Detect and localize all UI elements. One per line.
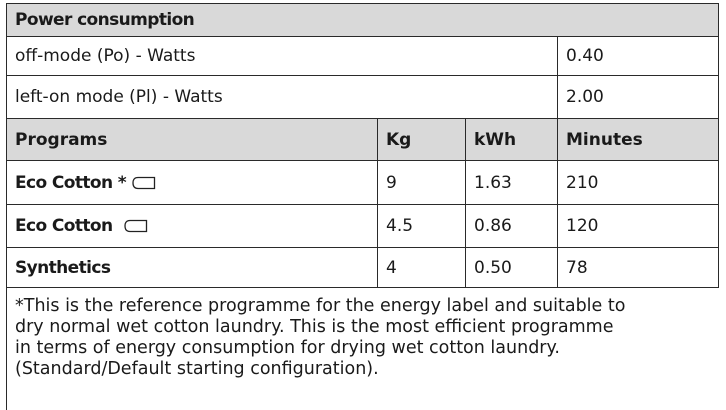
footnote-line: (Standard/Default starting configuration… (15, 359, 719, 380)
footnote-line: dry normal wet cotton laundry. This is t… (15, 317, 719, 338)
table-title: Power consumption (7, 4, 719, 37)
cell: 120 (558, 205, 719, 248)
cell: Eco Cotton * (7, 161, 378, 205)
cell: 4 (378, 248, 466, 288)
cell: 210 (558, 161, 719, 205)
header-cell: Programs (7, 119, 378, 161)
footnote-line: in terms of energy consumption for dryin… (15, 338, 719, 359)
cell: 0.50 (466, 248, 558, 288)
power-row: left-on mode (Pl) - Watts 2.00 (7, 76, 719, 119)
cell: left-on mode (Pl) - Watts (7, 76, 558, 119)
cell: 2.00 (558, 76, 719, 119)
program-row: Synthetics 4 0.50 78 (7, 248, 719, 288)
title-row: Power consumption (7, 4, 719, 37)
program-name: Eco Cotton (15, 216, 112, 236)
footnote-row: *This is the reference programme for the… (7, 288, 719, 410)
header-cell: Minutes (558, 119, 719, 161)
program-row: Eco Cotton * 9 1.63 210 (7, 161, 719, 205)
program-name: Eco Cotton * (15, 173, 126, 193)
cell: 0.40 (558, 37, 719, 76)
power-table: Power consumption off-mode (Po) - Watts … (6, 3, 719, 410)
cell: Eco Cotton (7, 205, 378, 248)
cell: off-mode (Po) - Watts (7, 37, 558, 76)
cell: Synthetics (7, 248, 378, 288)
eco-icon (132, 176, 156, 190)
program-name: Synthetics (15, 258, 110, 278)
cell: 78 (558, 248, 719, 288)
power-row: off-mode (Po) - Watts 0.40 (7, 37, 719, 76)
footnote: *This is the reference programme for the… (7, 288, 719, 410)
header-cell: Kg (378, 119, 466, 161)
footnote-line: *This is the reference programme for the… (15, 296, 719, 317)
cell: 0.86 (466, 205, 558, 248)
cell: 4.5 (378, 205, 466, 248)
eco-icon (118, 219, 148, 233)
header-cell: kWh (466, 119, 558, 161)
header-row: Programs Kg kWh Minutes (7, 119, 719, 161)
program-row: Eco Cotton 4.5 0.86 120 (7, 205, 719, 248)
cell: 1.63 (466, 161, 558, 205)
cell: 9 (378, 161, 466, 205)
